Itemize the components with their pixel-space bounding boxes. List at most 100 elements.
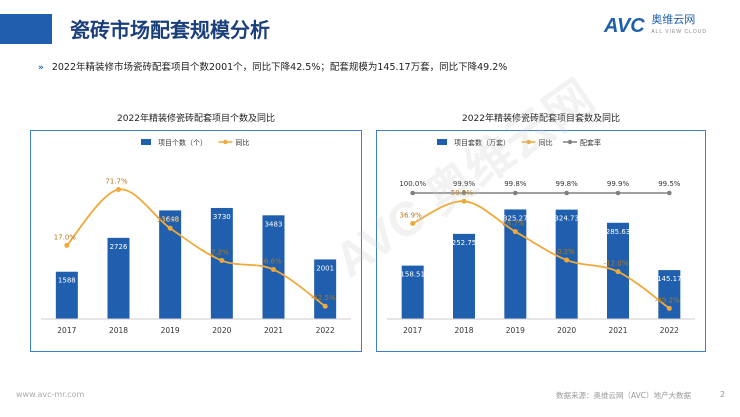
ratio-value-label: 99.9% [607, 180, 630, 188]
yoy-point [666, 305, 672, 311]
bar-2017 [401, 265, 424, 319]
footer-source: 数据来源：奥维云网（AVC）地产大数据 [556, 391, 692, 400]
page-number: 2 [720, 390, 726, 399]
yoy-value-label: 36.9% [400, 211, 423, 219]
bar-value-label: 158.51 [400, 271, 425, 279]
yoy-point [615, 269, 621, 275]
summary-line: » 2022年精装修市场瓷砖配套项目个数2001个，同比下降42.5%；配套规模为… [38, 59, 507, 73]
legend-swatch-marker [567, 139, 573, 145]
legend-swatch-marker [223, 139, 228, 145]
page-title: 瓷砖市场配套规模分析 [70, 18, 270, 42]
x-tick-label: 2021 [608, 326, 627, 335]
legend-swatch-bar [141, 139, 151, 145]
logo-text: AVC [604, 15, 645, 37]
legend-swatch-marker [526, 139, 531, 145]
yoy-point [410, 220, 416, 226]
bar-2018 [453, 233, 475, 319]
ratio-value-label: 100.0% [399, 180, 426, 188]
bar-value-label: 2726 [110, 243, 128, 251]
x-tick-label: 2021 [264, 326, 283, 335]
yoy-value-label: 28.7% [502, 220, 525, 228]
ratio-point [667, 190, 672, 196]
yoy-value-label: 17.0% [54, 233, 77, 241]
x-tick-label: 2017 [57, 326, 76, 335]
yoy-point [461, 198, 467, 204]
bar-2019 [159, 210, 182, 319]
yoy-point [116, 186, 121, 192]
legend-label: 同比 [235, 138, 249, 147]
yoy-line [412, 200, 670, 310]
legend-label: 项目套数（万套） [454, 138, 510, 147]
yoy-value-label: -12.0% [604, 260, 629, 268]
yoy-point [64, 242, 70, 248]
ratio-value-label: 99.5% [658, 180, 681, 188]
chart-panel-units: 项目套数（万套） 同比 配套率 158.51 252.75 325.27 324.73 285… [376, 130, 706, 352]
chart-title-right: 2022年精装修瓷砖配套项目套数及同比 [462, 114, 620, 124]
bar-2019 [504, 209, 527, 319]
chart-projects-svg: 项目个数（个） 同比 1588 2726 3648 3730 3483 2001 17.0% 71… [41, 138, 351, 335]
double-chevron-icon: » [38, 63, 44, 73]
title-accent-bar [0, 14, 52, 44]
x-tick-label: 2019 [506, 326, 525, 335]
avc-logo: AVC 奥维云网 ALL VIEW CLOUD [604, 15, 707, 38]
bar-2022 [314, 259, 337, 319]
legend-label: 同比 [539, 138, 553, 147]
x-tick-label: 2020 [212, 326, 231, 335]
yoy-point [322, 303, 328, 309]
ratio-point [513, 190, 518, 196]
yoy-value-label: 2.2% [211, 249, 229, 257]
bar-value-label: 3483 [265, 220, 283, 228]
bar-value-label: 285.63 [606, 228, 631, 236]
ratio-point [410, 190, 415, 196]
chart-title-left: 2022年精装修瓷砖配套项目个数及同比 [117, 114, 275, 124]
bar-2022 [658, 270, 681, 319]
ratio-point [564, 190, 569, 196]
bar-value-label: 325.27 [503, 214, 528, 222]
yoy-value-label: 59.5% [451, 189, 474, 197]
x-tick-label: 2018 [109, 326, 128, 335]
legend-swatch-bar [437, 139, 447, 145]
ratio-value-label: 99.8% [556, 180, 579, 188]
yoy-point [512, 229, 518, 235]
yoy-point [167, 225, 173, 231]
bar-2017 [55, 271, 78, 319]
bar-value-label: 3730 [213, 213, 231, 221]
yoy-point [219, 258, 225, 264]
logo-cn: 奥维云网 ALL VIEW CLOUD [651, 15, 707, 38]
bar-value-label: 1588 [58, 277, 76, 285]
yoy-value-label: -6.6% [261, 258, 282, 266]
yoy-point [564, 257, 570, 263]
x-tick-label: 2018 [454, 326, 473, 335]
ratio-value-label: 99.9% [453, 180, 476, 188]
yoy-value-label: 71.7% [105, 177, 128, 185]
yoy-value-label: -42.5% [311, 294, 336, 302]
bar-value-label: 2001 [316, 264, 334, 272]
x-tick-label: 2022 [316, 326, 335, 335]
x-tick-label: 2022 [660, 326, 679, 335]
x-tick-label: 2019 [161, 326, 180, 335]
yoy-value-label: -0.2% [555, 248, 576, 256]
bar-value-label: 3648 [161, 215, 179, 223]
legend-label: 配套率 [580, 138, 601, 147]
yoy-value-label: -49.2% [655, 296, 680, 304]
chart-panel-projects: 项目个数（个） 同比 1588 2726 3648 3730 3483 2001 17.0% 71… [30, 130, 362, 352]
x-tick-label: 2017 [403, 326, 422, 335]
logo-sub: ALL VIEW CLOUD [651, 29, 707, 35]
legend-label: 项目个数（个） [158, 138, 207, 147]
bar-value-label: 145.17 [657, 275, 682, 283]
logo-cn-text: 奥维云网 [651, 14, 696, 26]
yoy-line [66, 188, 326, 307]
bar-2020 [210, 207, 233, 319]
footer-url: www.avc-mr.com [16, 390, 85, 399]
ratio-value-label: 99.8% [504, 180, 527, 188]
chart-units-svg: 项目套数（万套） 同比 配套率 158.51 252.75 325.27 324.73 285… [387, 138, 695, 335]
bar-value-label: 252.75 [452, 239, 477, 247]
summary-text: 2022年精装修市场瓷砖配套项目个数2001个，同比下降42.5%；配套规模为1… [51, 62, 508, 73]
yoy-value-label: 33.8% [157, 216, 180, 224]
bar-2018 [107, 237, 130, 319]
yoy-point [271, 267, 276, 273]
ratio-point [461, 190, 467, 196]
x-tick-label: 2020 [557, 326, 576, 335]
bar-2020 [555, 209, 578, 319]
ratio-point [615, 190, 621, 196]
